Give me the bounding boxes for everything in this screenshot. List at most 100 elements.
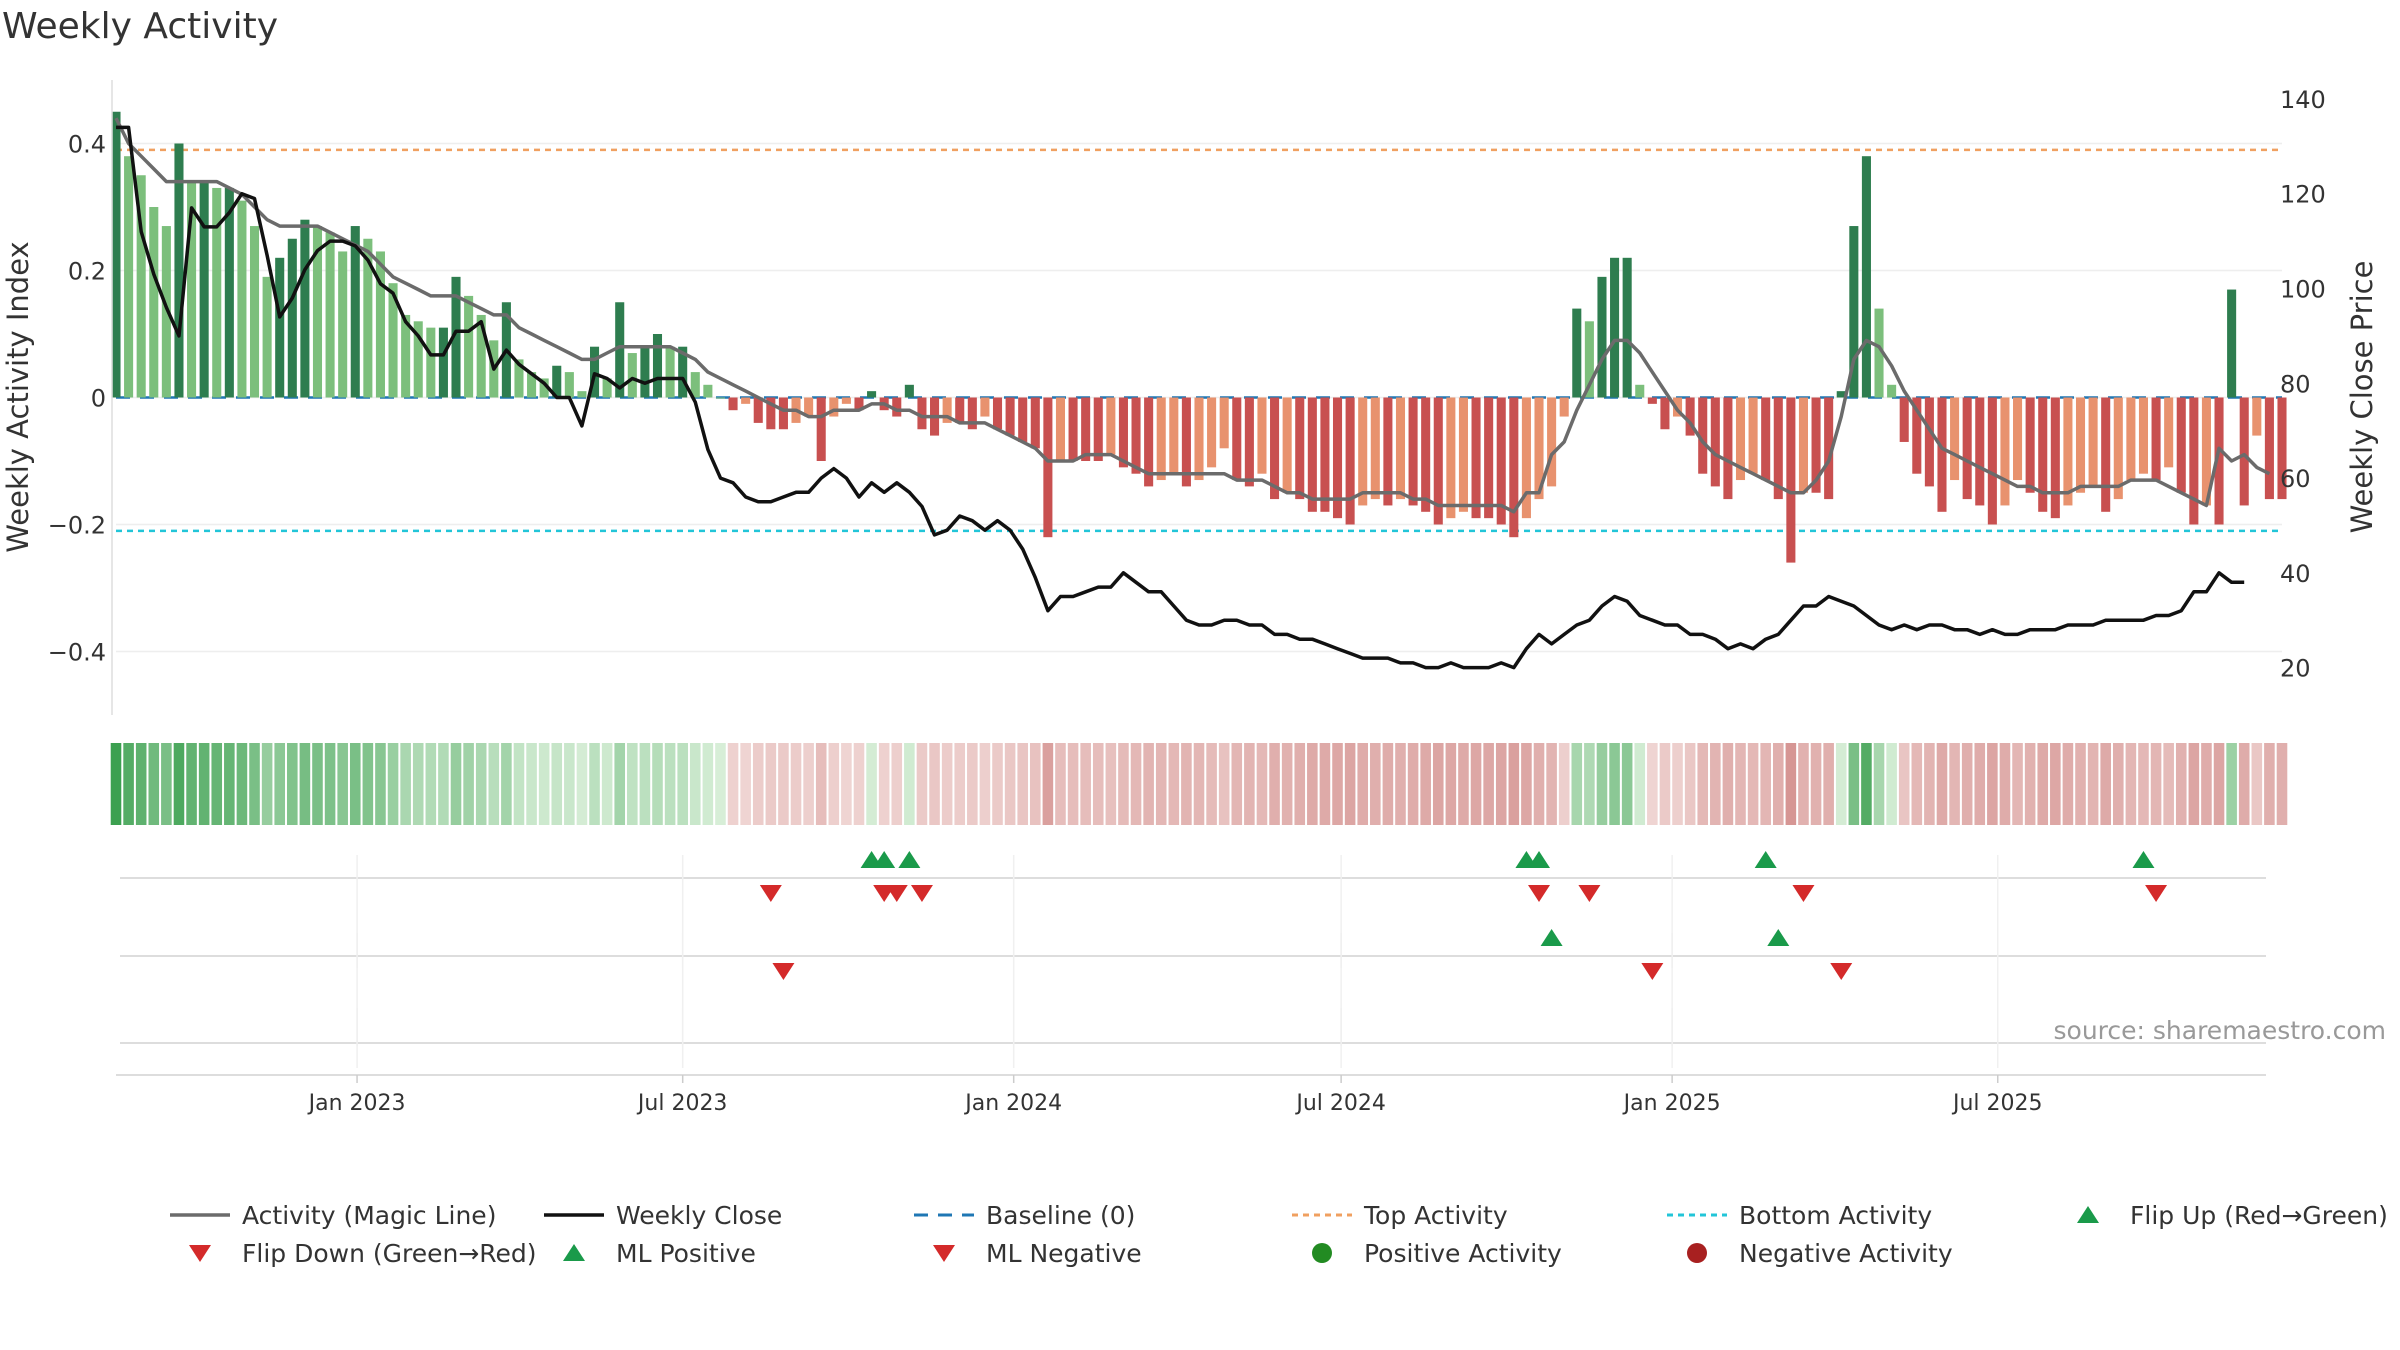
heat-cell [2276,743,2288,825]
ml-negative-marker [772,963,795,980]
activity-bar [1194,397,1204,481]
heat-cell [778,743,789,825]
legend-symbol [168,1238,232,1268]
heat-cell [1231,743,1243,825]
activity-bar [1030,397,1040,449]
activity-bar [1433,397,1443,525]
activity-bar [1244,397,1254,487]
legend-item: ML Negative [912,1238,1142,1268]
legend-symbol [542,1200,606,1230]
heat-cell [110,743,122,825]
activity-bar [2189,397,2199,525]
activity-bar [1118,397,1128,468]
activity-bar [892,397,902,417]
right-tick-label: 120 [2280,181,2326,209]
activity-bar [1219,397,1229,449]
flip-down-marker [1578,885,1601,902]
heat-cell [1571,743,1583,825]
heat-cell [2251,743,2263,825]
heat-cell [249,743,260,825]
heat-cell [1256,743,1268,825]
activity-bar [1408,397,1418,506]
activity-bar [1735,397,1746,481]
activity-bar [1811,397,1821,493]
activity-bar [388,283,398,398]
heat-cell [954,743,966,825]
heat-cell [564,743,575,825]
heat-cell [1823,743,1834,825]
activity-bar [1395,397,1406,500]
heat-cell [979,743,991,825]
activity-bar [338,251,348,398]
heat-cell [1432,743,1444,825]
activity-bar [375,251,385,398]
magic-line [114,117,2271,514]
activity-bar [111,111,121,398]
heat-cell [2125,743,2137,825]
heat-cell [1835,743,1847,825]
heat-cell [2138,743,2149,825]
heat-cell [2188,743,2200,825]
heat-cell [1055,743,1066,825]
heat-cell [878,743,890,825]
activity-bar [1849,226,1859,398]
heat-cell [1621,743,1633,825]
heat-cell [412,743,424,825]
activity-bar [1106,397,1116,455]
activity-bar [627,353,637,398]
heat-cell [1004,743,1016,825]
legend-symbol [168,1200,232,1230]
heat-cell [1596,743,1608,825]
activity-bar [237,200,247,398]
activity-bar [1484,397,1494,519]
heat-cell [1458,743,1469,825]
activity-bar [1559,397,1569,417]
heat-cell [1067,743,1079,825]
activity-bar [867,391,877,398]
heat-cell [992,743,1003,825]
heat-cell [1785,743,1797,825]
activity-bar [1068,397,1078,461]
heat-cell [702,743,714,825]
activity-bar [1975,397,1985,506]
activity-bar [124,156,134,398]
activity-bar [854,397,864,411]
heat-cell [752,743,764,825]
activity-bar [766,397,776,430]
activity-bar [514,359,524,398]
activity-bar [1924,397,1934,487]
activity-bar [1824,397,1834,500]
heat-cell [1130,743,1142,825]
heat-cell [475,743,487,825]
heat-cell [211,743,223,825]
heat-cell [1294,743,1306,825]
activity-bar [1521,397,1531,519]
heat-cell [1181,743,1192,825]
activity-bar [1295,397,1305,500]
activity-bar [615,302,625,398]
heat-cell [765,743,777,825]
activity-bar [401,314,411,398]
heat-cell [853,743,865,825]
heat-cell [2201,743,2212,825]
activity-bar [942,397,952,423]
heat-cell [1961,743,1973,825]
heat-cell [1420,743,1431,825]
activity-bar [1710,397,1720,487]
activity-bar [715,397,725,399]
legend-symbol [912,1200,976,1230]
x-tick-label: Jul 2025 [1951,1091,2043,1116]
flip-down-marker [1792,885,1815,902]
heat-cell [488,743,500,825]
signal-markers [116,851,2266,1076]
activity-bar [438,327,448,398]
activity-bar [1773,397,1783,500]
activity-bar [2025,397,2035,493]
heat-cell [1659,743,1671,825]
activity-bar [1471,397,1481,519]
heat-cell [1332,743,1343,825]
heat-cell [1848,743,1860,825]
heat-cell [727,743,739,825]
activity-bar [1345,397,1355,525]
activity-bar [690,372,700,398]
